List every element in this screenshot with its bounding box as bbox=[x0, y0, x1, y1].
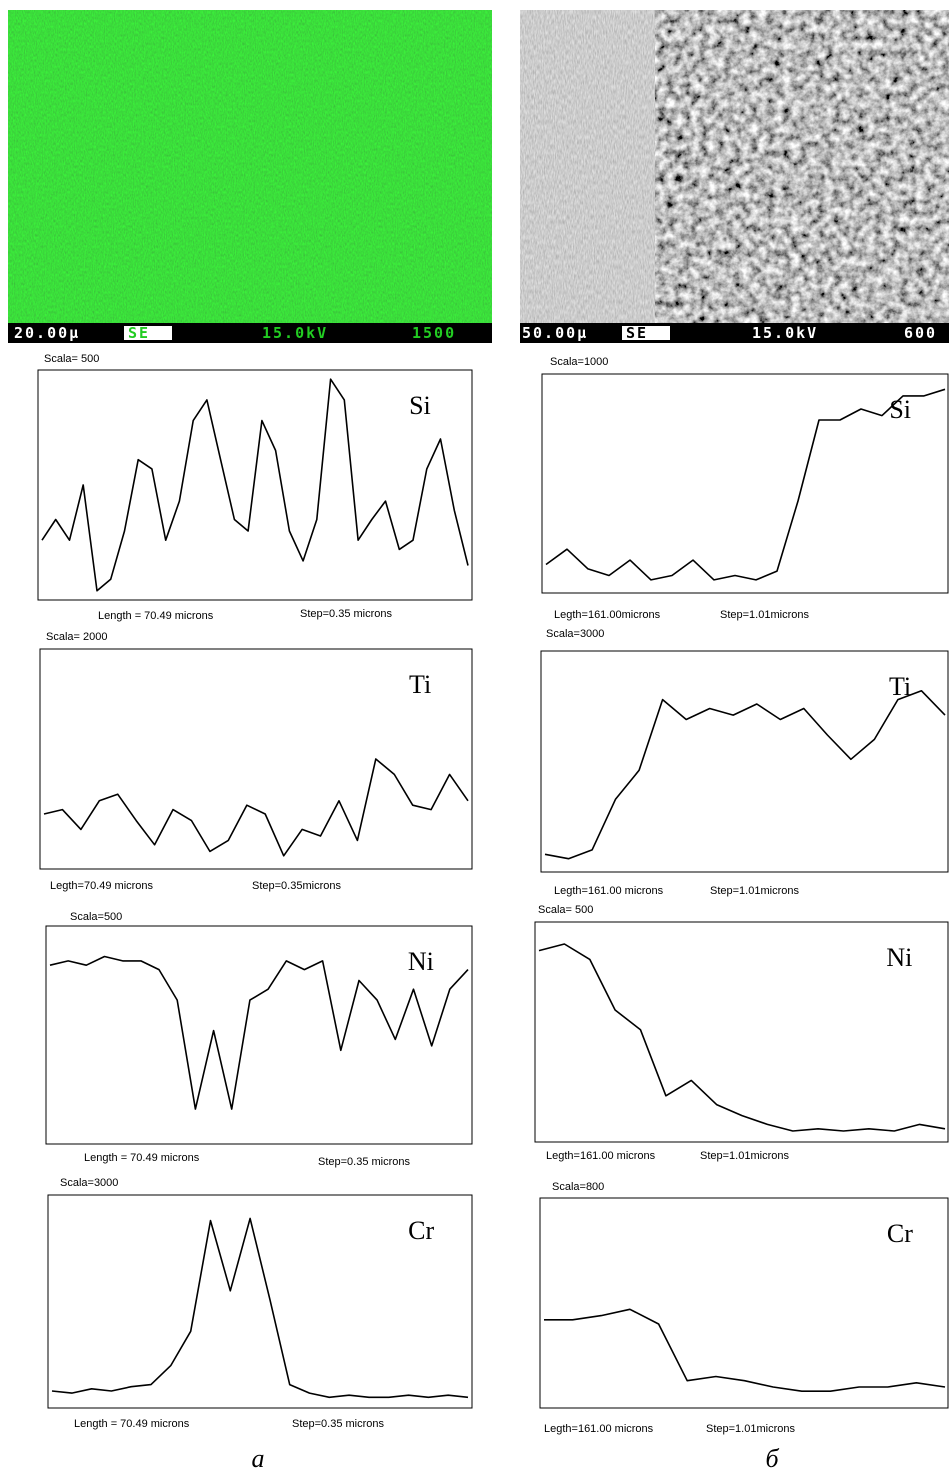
profile-line bbox=[539, 944, 945, 1131]
scala-label: Scala= 500 bbox=[44, 353, 99, 365]
profile-line bbox=[545, 691, 945, 859]
profile-frame bbox=[40, 649, 472, 869]
length-label: Legth=161.00 microns bbox=[546, 1150, 656, 1162]
micrograph-texture bbox=[655, 10, 949, 323]
step-label: Step=1.01microns bbox=[710, 885, 799, 897]
length-label: Legth=161.00microns bbox=[554, 609, 661, 621]
length-label: Legth=70.49 microns bbox=[50, 880, 154, 892]
magnification-label: 600 bbox=[904, 324, 937, 342]
scala-label: Scala=3000 bbox=[60, 1177, 118, 1189]
step-label: Step=0.35microns bbox=[252, 880, 341, 892]
scala-label: Scala=500 bbox=[70, 911, 122, 923]
element-label: Ti bbox=[409, 670, 431, 699]
profile-line bbox=[42, 379, 468, 591]
caption: б bbox=[765, 1444, 779, 1470]
length-label: Length = 70.49 microns bbox=[74, 1418, 190, 1430]
profile-frame bbox=[541, 651, 948, 872]
scala-label: Scala=1000 bbox=[550, 356, 608, 368]
mode-label: SE bbox=[128, 324, 150, 342]
profile-line bbox=[50, 957, 468, 1110]
profile-frame bbox=[38, 370, 472, 600]
scale-label: 50.00µ bbox=[522, 324, 588, 342]
profile-line bbox=[52, 1218, 468, 1397]
scala-label: Scala= 2000 bbox=[46, 631, 107, 643]
step-label: Step=0.35 microns bbox=[292, 1418, 385, 1430]
element-label: Cr bbox=[887, 1219, 913, 1248]
length-label: Legth=161.00 microns bbox=[554, 885, 664, 897]
scala-label: Scala= 500 bbox=[538, 904, 593, 916]
length-label: Length = 70.49 microns bbox=[84, 1152, 200, 1164]
voltage-label: 15.0kV bbox=[752, 324, 818, 342]
profile-line bbox=[544, 1309, 945, 1391]
length-label: Length = 70.49 microns bbox=[98, 610, 214, 622]
micrograph-texture bbox=[520, 10, 655, 323]
length-label: Legth=161.00 microns bbox=[544, 1423, 654, 1435]
step-label: Step=0.35 microns bbox=[300, 608, 393, 620]
mode-label: SE bbox=[626, 324, 648, 342]
voltage-label: 15.0kV bbox=[262, 324, 328, 342]
magnification-label: 1500 bbox=[412, 324, 456, 342]
micrograph-texture bbox=[8, 10, 492, 323]
scala-label: Scala=800 bbox=[552, 1181, 604, 1193]
profile-frame bbox=[542, 374, 948, 593]
element-label: Ni bbox=[886, 943, 912, 972]
caption: а bbox=[252, 1444, 265, 1470]
element-label: Si bbox=[409, 391, 431, 420]
figure: 20.00µ SE 15.0kV 1500 а Scala= 500 Length = 70… bbox=[0, 0, 949, 1470]
element-label: Cr bbox=[408, 1216, 434, 1245]
element-label: Ni bbox=[408, 947, 434, 976]
scala-label: Scala=3000 bbox=[546, 628, 604, 640]
step-label: Step=1.01microns bbox=[700, 1150, 789, 1162]
step-label: Step=1.01microns bbox=[720, 609, 809, 621]
step-label: Step=0.35 microns bbox=[318, 1156, 411, 1168]
profile-line bbox=[546, 389, 945, 580]
scale-label: 20.00µ bbox=[14, 324, 80, 342]
step-label: Step=1.01microns bbox=[706, 1423, 795, 1435]
profile-line bbox=[44, 759, 468, 856]
